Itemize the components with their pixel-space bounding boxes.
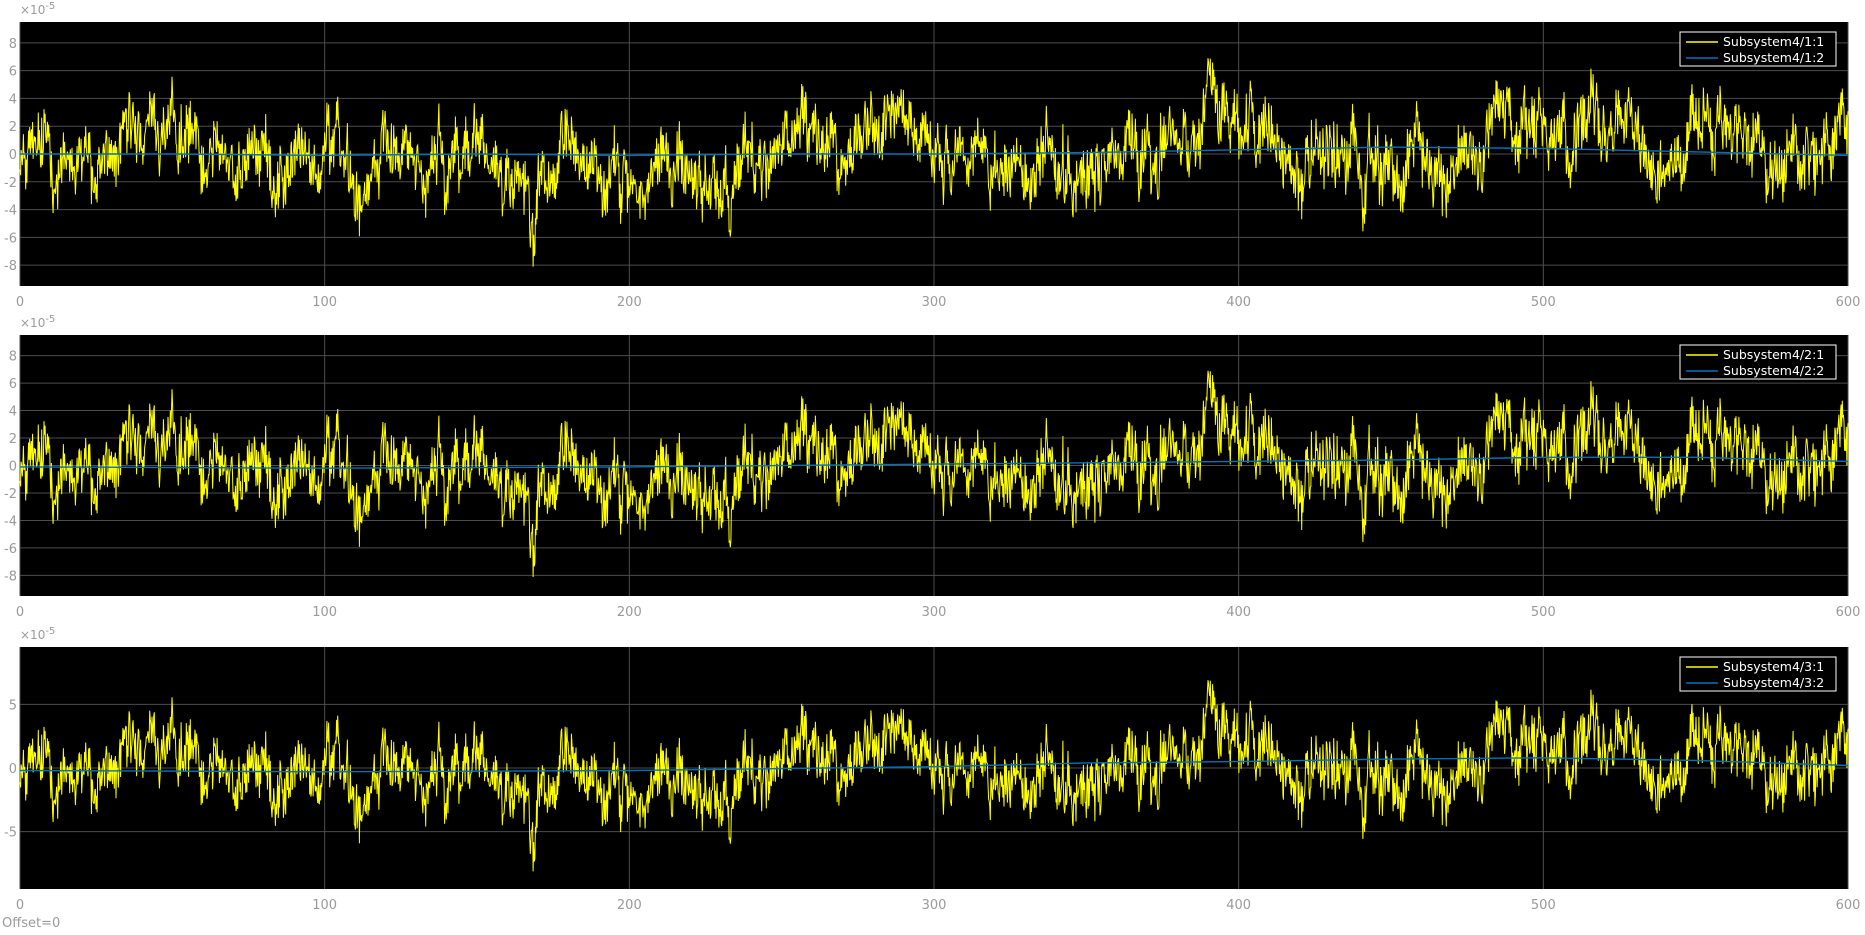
y-tick-label: 2 (9, 432, 17, 447)
x-tick-label: 200 (617, 295, 642, 310)
y-tick-label: 8 (9, 37, 17, 52)
y-tick-label: 2 (9, 120, 17, 135)
legend-box (1679, 656, 1837, 692)
y-tick-label: 0 (9, 762, 17, 777)
x-tick-label: 0 (16, 295, 24, 310)
scope-panel-2: 0 100 200 300 400 500 600 -8 -6 -4 -2 0 2 4 6 8 ×10-5 Sub… (4, 314, 1860, 620)
x-tick-label: 400 (1226, 898, 1251, 913)
offset-label: Offset=0 (2, 916, 61, 931)
x-tick-label: 500 (1531, 898, 1556, 913)
legend-label: Subsystem4/1:2 (1723, 50, 1824, 65)
x-tick-label: 300 (922, 605, 947, 620)
x-tick-label: 200 (617, 898, 642, 913)
y-tick-label: -8 (4, 259, 17, 274)
y-tick-label: -6 (4, 542, 17, 557)
x-tick-label: 100 (312, 605, 337, 620)
y-exponent-label: ×10-5 (20, 626, 55, 642)
x-tick-label: 500 (1531, 605, 1556, 620)
legend-box (1679, 31, 1837, 67)
y-tick-label: 0 (9, 148, 17, 163)
y-tick-label: -5 (4, 826, 17, 841)
y-tick-label: -2 (4, 176, 17, 191)
series-line-yellow (19, 680, 1849, 872)
x-tick-label: 600 (1836, 605, 1861, 620)
y-tick-label: -4 (4, 514, 17, 529)
y-tick-label: -8 (4, 569, 17, 584)
x-tick-label: 400 (1226, 295, 1251, 310)
y-tick-label: -6 (4, 231, 17, 246)
y-tick-label: 4 (9, 92, 17, 107)
y-tick-label: 4 (9, 405, 17, 420)
legend-label: Subsystem4/1:1 (1723, 34, 1824, 49)
scope-panel-3: 0 100 200 300 400 500 600 -5 0 5 ×10-5 Subsystem4/3… (4, 626, 1860, 913)
x-tick-label: 400 (1226, 605, 1251, 620)
x-tick-label: 300 (922, 898, 947, 913)
x-tick-label: 0 (16, 605, 24, 620)
series-line-yellow (19, 58, 1849, 267)
series-line-blue (19, 757, 1849, 773)
x-tick-label: 100 (312, 898, 337, 913)
y-tick-label: -4 (4, 204, 17, 219)
x-tick-label: 600 (1836, 898, 1861, 913)
x-tick-label: 600 (1836, 295, 1861, 310)
scope-panel-1: 0 100 200 300 400 500 600 -8 -6 -4 -2 0 2 4 6 8 ×10-5 Sub… (4, 1, 1860, 310)
y-tick-label: 0 (9, 460, 17, 475)
legend-label: Subsystem4/3:1 (1723, 659, 1824, 674)
y-tick-label: 8 (9, 350, 17, 365)
x-tick-label: 0 (16, 898, 24, 913)
legend-label: Subsystem4/3:2 (1723, 675, 1824, 690)
y-tick-label: 5 (9, 698, 17, 713)
series-line-blue (20, 146, 1849, 157)
x-tick-label: 200 (617, 605, 642, 620)
legend-label: Subsystem4/2:1 (1723, 347, 1824, 362)
y-exponent-label: ×10-5 (20, 1, 55, 17)
legend-label: Subsystem4/2:2 (1723, 363, 1824, 378)
y-tick-label: -2 (4, 487, 17, 502)
x-tick-label: 300 (922, 295, 947, 310)
x-tick-label: 100 (312, 295, 337, 310)
y-tick-label: 6 (9, 65, 17, 80)
series-line-yellow (19, 370, 1849, 578)
legend-box (1679, 344, 1837, 380)
y-tick-label: 6 (9, 377, 17, 392)
series-line-blue (19, 456, 1849, 469)
y-exponent-label: ×10-5 (20, 314, 55, 330)
x-tick-label: 500 (1531, 295, 1556, 310)
